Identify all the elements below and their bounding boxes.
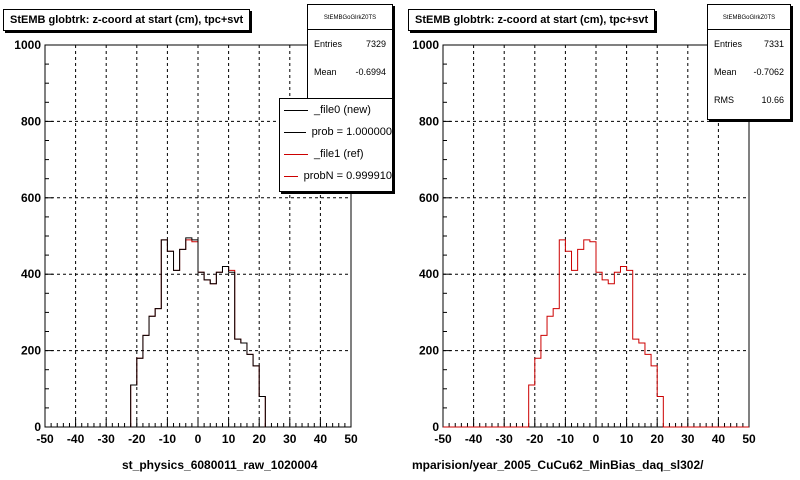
left-stats-name: StEMBGoGlrkZ0TS — [308, 5, 392, 30]
left-legend: _file0 (new) prob = 1.000000 _file1 (ref… — [279, 98, 393, 192]
left-stats-box: StEMBGoGlrkZ0TS Entries 7329 Mean -0.699… — [307, 4, 393, 99]
x-tick-label: 10 — [620, 432, 634, 446]
x-tick-label: 10 — [222, 432, 236, 446]
x-tick-label: 40 — [314, 432, 328, 446]
x-tick-label: -10 — [159, 432, 177, 446]
y-tick-label: 0 — [432, 420, 439, 434]
x-tick-label: -50 — [434, 432, 452, 446]
left-chart-title: StEMB globtrk: z-coord at start (cm), tp… — [3, 9, 251, 31]
right-stats-row-mean: Mean -0.7062 — [714, 67, 784, 77]
x-tick-label: -40 — [465, 432, 483, 446]
right-stats-name: StEMBGoGlrkZ0TS — [708, 5, 790, 30]
histogram-series--file0-new- — [45, 237, 351, 428]
x-tick-label: 20 — [253, 432, 267, 446]
y-tick-label: 600 — [419, 191, 439, 205]
y-tick-label: 1000 — [412, 38, 439, 52]
legend-line-file1 — [284, 153, 308, 155]
right-x-caption: mparision/year_2005_CuCu62_MinBias_daq_s… — [412, 458, 704, 472]
x-tick-label: 20 — [651, 432, 665, 446]
y-tick-label: 200 — [419, 344, 439, 358]
right-stats-box: StEMBGoGlrkZ0TS Entries 7331 Mean -0.706… — [707, 4, 791, 120]
right-chart-title: StEMB globtrk: z-coord at start (cm), tp… — [408, 9, 656, 31]
right-stats-row-entries: Entries 7331 — [714, 39, 784, 49]
x-tick-label: 0 — [195, 432, 202, 446]
left-stats-row-entries: Entries 7329 — [314, 39, 386, 49]
x-tick-label: 50 — [742, 432, 756, 446]
x-tick-label: -20 — [128, 432, 146, 446]
x-tick-label: -10 — [557, 432, 575, 446]
x-tick-label: -30 — [496, 432, 514, 446]
y-tick-label: 400 — [21, 267, 41, 281]
legend-entry-prob: prob = 1.000000 — [280, 121, 392, 143]
histogram-series--file1-ref- — [443, 239, 749, 428]
y-tick-label: 800 — [21, 114, 41, 128]
legend-line-prob — [284, 131, 306, 133]
x-tick-label: 0 — [593, 432, 600, 446]
y-tick-label: 400 — [419, 267, 439, 281]
y-tick-label: 200 — [21, 344, 41, 358]
x-tick-label: 50 — [344, 432, 358, 446]
legend-line-probn — [284, 175, 298, 177]
legend-entry-probn: probN = 0.999910 — [280, 165, 392, 187]
right-stats-row-rms: RMS 10.66 — [714, 95, 784, 105]
left-stats-row-mean: Mean -0.6994 — [314, 67, 386, 77]
legend-entry-file0: _file0 (new) — [280, 99, 392, 121]
x-tick-label: 30 — [681, 432, 695, 446]
y-tick-label: 0 — [34, 420, 41, 434]
left-title-text: StEMB globtrk: z-coord at start (cm), tp… — [10, 14, 244, 26]
y-tick-label: 800 — [419, 114, 439, 128]
x-tick-label: 40 — [712, 432, 726, 446]
left-x-caption: st_physics_6080011_raw_1020004 — [122, 458, 318, 472]
x-tick-label: -20 — [526, 432, 544, 446]
y-tick-label: 1000 — [14, 38, 41, 52]
x-tick-label: 30 — [283, 432, 297, 446]
legend-entry-file1: _file1 (ref) — [280, 143, 392, 165]
x-tick-label: -40 — [67, 432, 85, 446]
right-title-text: StEMB globtrk: z-coord at start (cm), tp… — [415, 14, 649, 26]
x-tick-label: -50 — [36, 432, 54, 446]
y-tick-label: 600 — [21, 191, 41, 205]
x-tick-label: -30 — [98, 432, 116, 446]
legend-line-file0 — [284, 109, 308, 111]
